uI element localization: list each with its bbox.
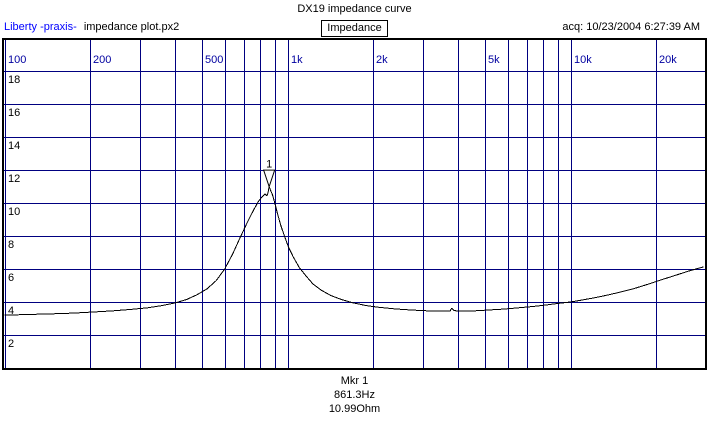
header-row: Liberty -praxis- impedance plot.px2 Impe… bbox=[0, 20, 709, 37]
y-tick-label: 10 bbox=[8, 206, 20, 218]
y-tick-label: 2 bbox=[8, 338, 14, 350]
marker-readout-name: Mkr 1 bbox=[340, 375, 369, 387]
y-tick-label: 8 bbox=[8, 239, 14, 251]
x-tick-label: 200 bbox=[93, 54, 111, 66]
file-name-label: impedance plot.px2 bbox=[83, 21, 180, 33]
acq-timestamp: acq: 10/23/2004 6:27:39 AM bbox=[562, 21, 700, 33]
plot-type-button[interactable]: Impedance bbox=[321, 20, 388, 37]
plot-frame bbox=[2, 38, 707, 370]
x-tick-label: 100 bbox=[8, 54, 26, 66]
app-name-label: Liberty -praxis- bbox=[4, 21, 77, 33]
y-tick-label: 18 bbox=[8, 74, 20, 86]
x-tick-label: 20k bbox=[659, 54, 677, 66]
y-tick-label: 16 bbox=[8, 107, 20, 119]
marker-readout-value: 10.99Ohm bbox=[328, 403, 381, 415]
x-tick-label: 500 bbox=[205, 54, 223, 66]
y-tick-label: 12 bbox=[8, 173, 20, 185]
y-tick-label: 4 bbox=[8, 305, 14, 317]
y-tick-label: 14 bbox=[8, 140, 20, 152]
marker-flag-icon[interactable] bbox=[262, 169, 276, 189]
impedance-curve bbox=[4, 184, 704, 316]
y-tick-label: 6 bbox=[8, 272, 14, 284]
x-tick-label: 2k bbox=[376, 54, 388, 66]
x-tick-label: 10k bbox=[574, 54, 592, 66]
plot-type-wrap: Impedance bbox=[0, 20, 709, 37]
x-tick-label: 1k bbox=[291, 54, 303, 66]
marker-readout-freq: 861.3Hz bbox=[334, 389, 375, 401]
x-tick-label: 5k bbox=[488, 54, 500, 66]
marker-number: 1 bbox=[266, 159, 272, 171]
app-file-label: Liberty -praxis- impedance plot.px2 bbox=[4, 21, 179, 33]
chart-title: DX19 impedance curve bbox=[297, 3, 412, 15]
